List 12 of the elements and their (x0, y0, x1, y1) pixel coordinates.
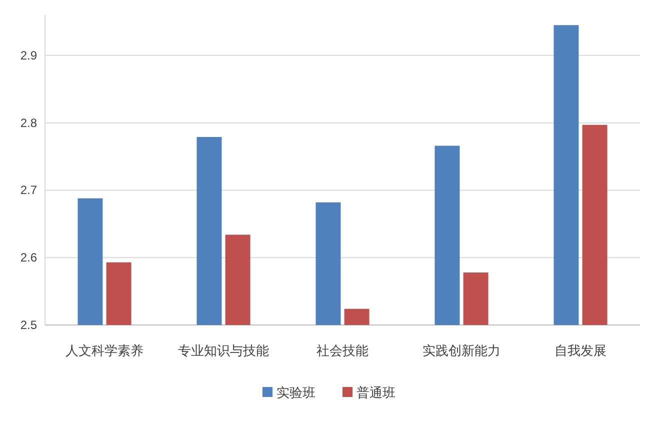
legend-label: 普通班 (356, 385, 396, 400)
x-tick-label: 自我发展 (554, 343, 606, 358)
x-tick-label: 实践创新能力 (422, 343, 500, 358)
y-tick-label: 2.9 (20, 48, 38, 62)
y-tick-label: 2.6 (20, 250, 38, 265)
x-tick-label: 社会技能 (316, 343, 368, 358)
x-tick-label: 人文科学素养 (66, 343, 144, 358)
y-tick-label: 2.8 (20, 116, 38, 130)
legend-label: 实验班 (276, 385, 316, 400)
y-tick-label: 2.5 (20, 318, 38, 332)
x-tick-label: 专业知识与技能 (178, 343, 269, 358)
y-tick-label: 2.7 (20, 183, 38, 198)
